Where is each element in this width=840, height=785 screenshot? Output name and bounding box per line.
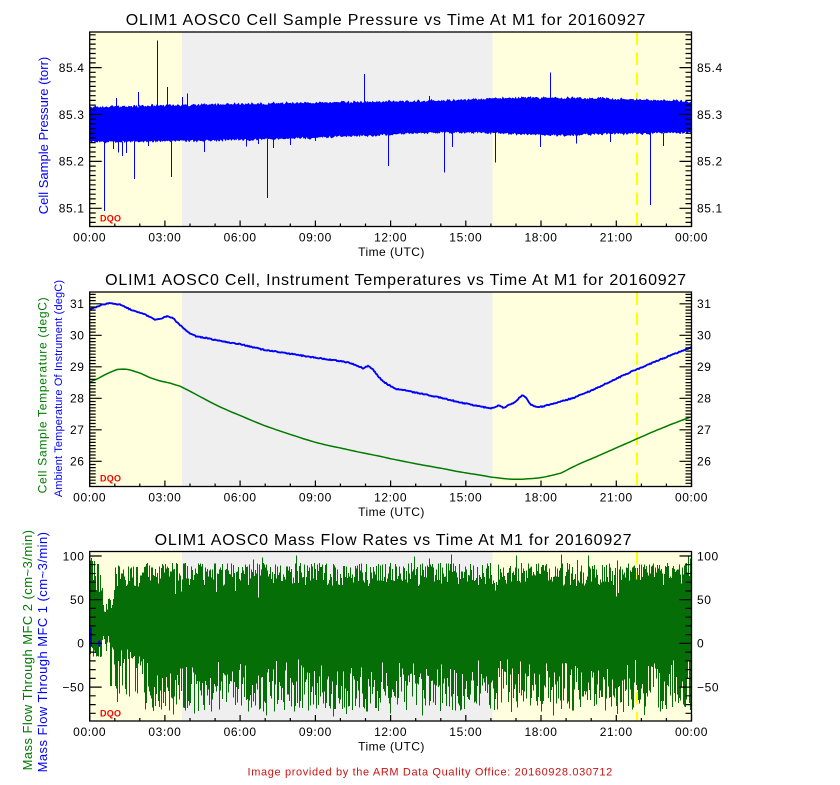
svg-text:03:00: 03:00: [148, 725, 181, 739]
svg-text:12:00: 12:00: [374, 231, 407, 245]
svg-text:Cell Sample Pressure (torr): Cell Sample Pressure (torr): [36, 57, 51, 215]
svg-text:0: 0: [697, 637, 704, 651]
svg-text:85.4: 85.4: [697, 61, 723, 75]
svg-text:06:00: 06:00: [224, 231, 257, 245]
svg-text:Cell Sample Temperature (degC): Cell Sample Temperature (degC): [36, 297, 50, 494]
svg-text:00:00: 00:00: [675, 231, 708, 245]
svg-text:OLIM1 AOSC0 Mass Flow Rates vs: OLIM1 AOSC0 Mass Flow Rates vs Time At M…: [155, 532, 633, 549]
svg-text:00:00: 00:00: [675, 725, 708, 739]
svg-text:Image provided by the ARM Data: Image provided by the ARM Data Quality O…: [248, 767, 613, 779]
svg-text:18:00: 18:00: [525, 231, 558, 245]
svg-text:100: 100: [697, 549, 719, 563]
svg-text:50: 50: [697, 593, 712, 607]
svg-text:18:00: 18:00: [525, 491, 558, 505]
svg-text:Time (UTC): Time (UTC): [358, 740, 425, 754]
svg-text:85.1: 85.1: [59, 202, 85, 216]
svg-text:DQO: DQO: [100, 214, 121, 224]
svg-text:29: 29: [70, 360, 85, 374]
svg-text:03:00: 03:00: [148, 231, 181, 245]
svg-text:27: 27: [70, 423, 85, 437]
svg-text:12:00: 12:00: [374, 491, 407, 505]
svg-text:29: 29: [697, 360, 712, 374]
svg-text:Time (UTC): Time (UTC): [358, 505, 425, 519]
svg-text:18:00: 18:00: [525, 725, 558, 739]
svg-text:DQO: DQO: [100, 709, 121, 719]
svg-text:03:00: 03:00: [148, 491, 181, 505]
svg-text:30: 30: [697, 329, 712, 343]
svg-text:31: 31: [70, 297, 85, 311]
svg-text:15:00: 15:00: [449, 491, 482, 505]
svg-text:30: 30: [70, 329, 85, 343]
svg-text:09:00: 09:00: [299, 491, 332, 505]
svg-text:OLIM1 AOSC0 Cell, Instrument T: OLIM1 AOSC0 Cell, Instrument Temperature…: [105, 272, 687, 289]
svg-text:85.3: 85.3: [697, 108, 723, 122]
svg-text:−50: −50: [697, 680, 719, 694]
svg-text:12:00: 12:00: [374, 725, 407, 739]
svg-text:06:00: 06:00: [224, 491, 257, 505]
svg-text:27: 27: [697, 423, 712, 437]
svg-text:100: 100: [63, 549, 85, 563]
svg-text:50: 50: [70, 593, 85, 607]
svg-text:28: 28: [697, 392, 712, 406]
svg-text:00:00: 00:00: [73, 725, 106, 739]
svg-text:00:00: 00:00: [73, 491, 106, 505]
svg-text:OLIM1 AOSC0 Cell Sample Pressu: OLIM1 AOSC0 Cell Sample Pressure vs Time…: [126, 12, 647, 29]
svg-text:85.2: 85.2: [697, 155, 723, 169]
svg-text:26: 26: [697, 455, 712, 469]
svg-text:21:00: 21:00: [600, 231, 633, 245]
svg-text:21:00: 21:00: [600, 491, 633, 505]
svg-text:15:00: 15:00: [449, 231, 482, 245]
svg-text:26: 26: [70, 455, 85, 469]
svg-text:09:00: 09:00: [299, 725, 332, 739]
svg-text:15:00: 15:00: [449, 725, 482, 739]
svg-text:06:00: 06:00: [224, 725, 257, 739]
svg-text:09:00: 09:00: [299, 231, 332, 245]
svg-text:85.3: 85.3: [59, 108, 85, 122]
svg-text:00:00: 00:00: [73, 231, 106, 245]
svg-text:Mass Flow Through MFC 1 (cm~3/: Mass Flow Through MFC 1 (cm~3/min): [35, 532, 50, 773]
svg-text:0: 0: [77, 637, 84, 651]
svg-text:85.4: 85.4: [59, 61, 85, 75]
svg-text:21:00: 21:00: [600, 725, 633, 739]
svg-text:28: 28: [70, 392, 85, 406]
svg-text:00:00: 00:00: [675, 491, 708, 505]
svg-text:Mass Flow Through MFC 2 (cm~3/: Mass Flow Through MFC 2 (cm~3/min): [20, 530, 35, 771]
svg-text:85.2: 85.2: [59, 155, 85, 169]
svg-text:DQO: DQO: [100, 474, 121, 484]
svg-text:Ambient Temperature Of Instrum: Ambient Temperature Of Instrument (degC): [53, 280, 65, 497]
svg-text:85.1: 85.1: [697, 202, 723, 216]
svg-text:31: 31: [697, 297, 712, 311]
svg-text:Time (UTC): Time (UTC): [358, 245, 425, 259]
svg-text:−50: −50: [62, 680, 84, 694]
